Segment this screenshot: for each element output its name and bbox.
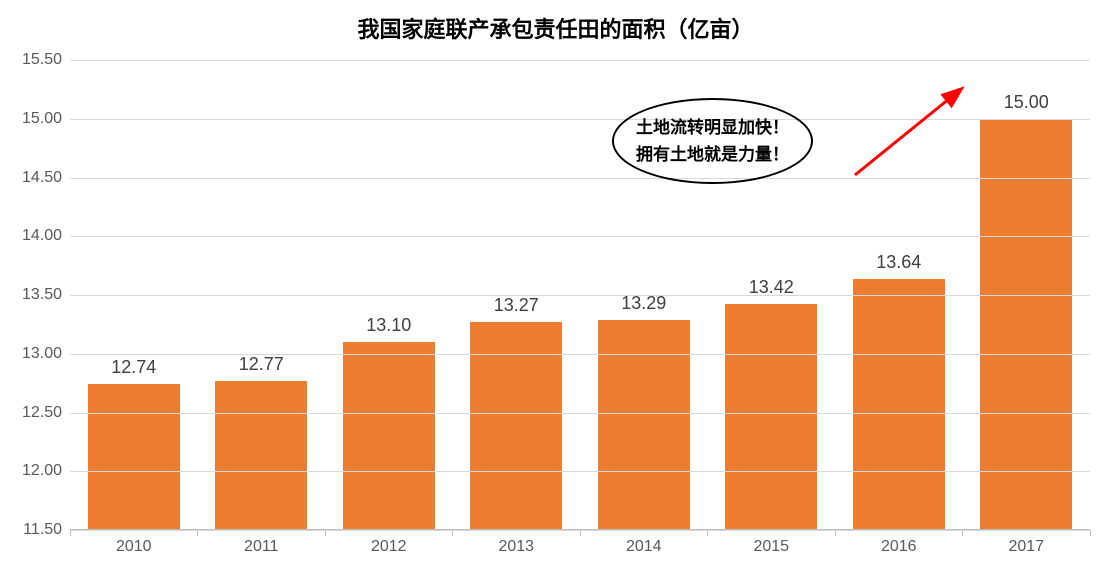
x-tick-label: 2017 <box>963 538 1091 556</box>
annotation-bubble: 土地流转明显加快！ 拥有土地就是力量！ <box>612 98 813 184</box>
y-tick-label: 13.00 <box>22 345 62 363</box>
bar: 13.64 <box>853 279 945 530</box>
x-tick-label: 2014 <box>580 538 708 556</box>
chart-container: 我国家庭联产承包责任田的面积（亿亩） 12.74201012.77201113.… <box>0 0 1111 576</box>
bar-value-label: 13.64 <box>853 252 945 273</box>
bar: 12.74 <box>88 384 180 530</box>
y-tick-label: 11.50 <box>23 521 62 539</box>
annotation-line-1: 土地流转明显加快！ <box>636 114 789 141</box>
gridline <box>70 60 1090 61</box>
bar-value-label: 12.77 <box>215 354 307 375</box>
y-tick-label: 12.00 <box>22 462 62 480</box>
bar-value-label: 13.27 <box>470 295 562 316</box>
y-tick-label: 14.00 <box>22 227 62 245</box>
x-tick-label: 2016 <box>835 538 963 556</box>
gridline <box>70 413 1090 414</box>
y-tick-label: 15.00 <box>22 110 62 128</box>
bar-value-label: 15.00 <box>980 92 1072 113</box>
bar: 13.10 <box>343 342 435 530</box>
gridline <box>70 178 1090 179</box>
bar-value-label: 12.74 <box>88 357 180 378</box>
bar: 13.29 <box>598 320 690 530</box>
bar-value-label: 13.10 <box>343 315 435 336</box>
x-tick-label: 2012 <box>325 538 453 556</box>
x-tick-label: 2011 <box>198 538 326 556</box>
annotation-line-2: 拥有土地就是力量！ <box>636 141 789 168</box>
bar: 12.77 <box>215 381 307 530</box>
gridline <box>70 471 1090 472</box>
y-tick-label: 13.50 <box>22 286 62 304</box>
gridline <box>70 236 1090 237</box>
chart-title: 我国家庭联产承包责任田的面积（亿亩） <box>0 12 1111 44</box>
gridline <box>70 354 1090 355</box>
gridline <box>70 295 1090 296</box>
x-tick-label: 2013 <box>453 538 581 556</box>
gridline <box>70 119 1090 120</box>
gridline <box>70 530 1090 531</box>
x-tick-label: 2015 <box>708 538 836 556</box>
y-tick-label: 14.50 <box>22 169 62 187</box>
bar: 13.42 <box>725 304 817 530</box>
bar: 15.00 <box>980 119 1072 530</box>
y-tick-label: 12.50 <box>22 404 62 422</box>
y-tick-label: 15.50 <box>22 51 62 69</box>
x-tick-label: 2010 <box>70 538 198 556</box>
plot-area: 12.74201012.77201113.10201213.27201313.2… <box>70 60 1090 530</box>
